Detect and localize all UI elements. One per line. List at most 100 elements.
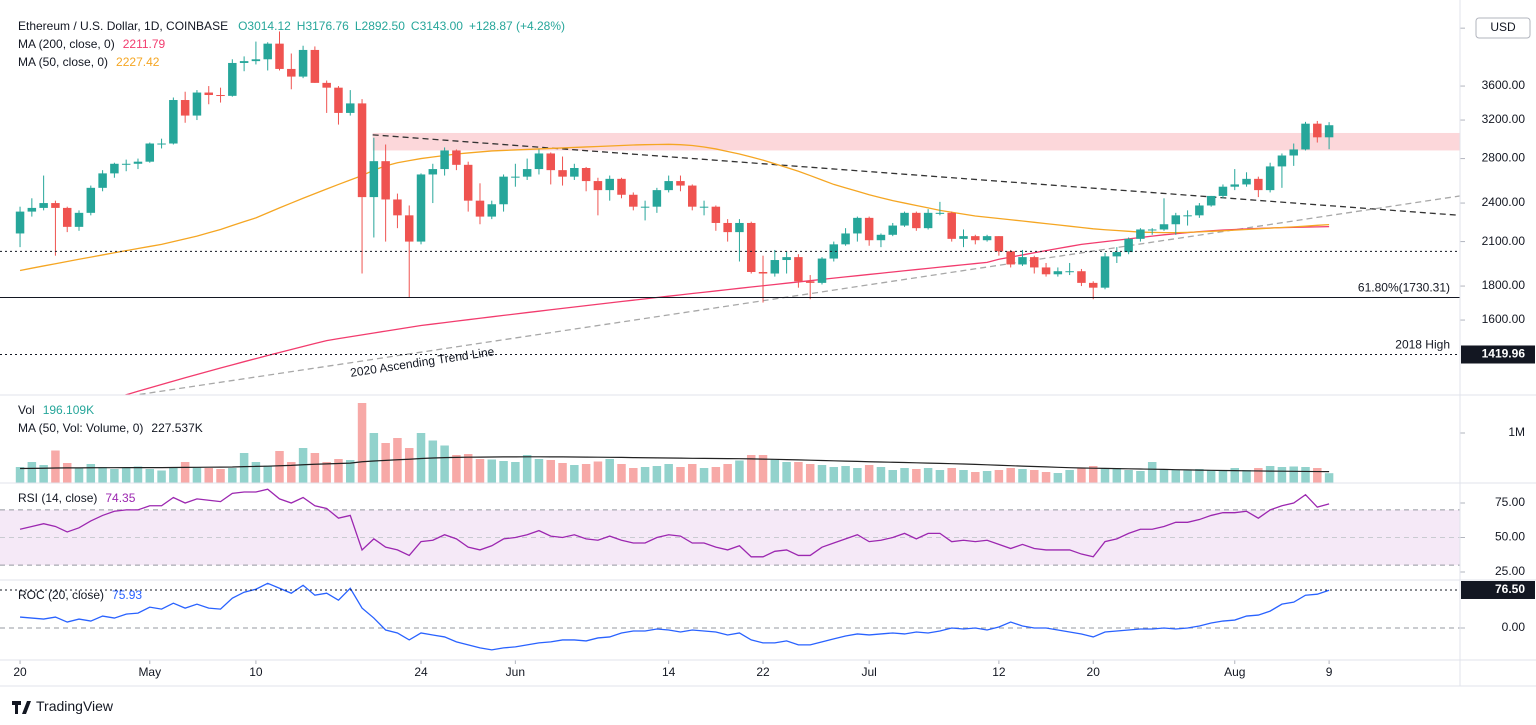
y-tick-label: 0.00 (1502, 620, 1526, 634)
currency-label: USD (1490, 20, 1516, 34)
volume-bar (133, 466, 143, 483)
volume-bar (522, 455, 532, 483)
candle-body (239, 61, 249, 63)
volume-bar (1254, 468, 1263, 483)
candle-body (180, 100, 190, 116)
x-tick-label: May (138, 665, 161, 679)
volume-bar (86, 464, 96, 483)
volume-bar (1006, 468, 1015, 483)
candle-body (770, 260, 780, 274)
legend-value: 74.35 (105, 491, 135, 505)
volume-bar (605, 459, 614, 483)
x-tick-label: 22 (756, 665, 770, 679)
candle-body (912, 212, 921, 229)
candle-body (1183, 215, 1192, 217)
volume-bar (758, 455, 768, 483)
candle-body (251, 59, 261, 62)
volume-bar (676, 467, 685, 483)
volume-bar (1289, 466, 1298, 483)
volume-bar (1171, 470, 1181, 483)
ohlc-value: C3143.00 (411, 19, 463, 33)
x-tick-label: 14 (662, 665, 676, 679)
volume-bar (794, 462, 803, 483)
volume-bar (1124, 470, 1133, 483)
candle-body (381, 161, 390, 200)
candle-body (1313, 123, 1322, 138)
candle-body (1218, 186, 1228, 196)
volume-bar (782, 462, 791, 483)
volume-bar (1242, 470, 1251, 483)
volume-bar (452, 455, 461, 483)
volume-bar (829, 467, 839, 483)
candle-body (487, 204, 497, 217)
candle-body (145, 143, 155, 162)
ohlc-value: L2892.50 (355, 19, 405, 33)
candle-body (758, 271, 768, 274)
legend-value: 2227.42 (116, 55, 160, 69)
volume-bar (287, 462, 296, 483)
candle-body (688, 185, 697, 207)
volume-bar (239, 453, 249, 483)
candle-body (1041, 267, 1051, 275)
volume-bar (1065, 470, 1074, 483)
volume-bar (27, 462, 37, 483)
volume-bar (74, 468, 84, 483)
volume-bar (593, 461, 603, 483)
candle-body (629, 194, 638, 207)
candle-body (74, 212, 84, 227)
marker-badge (1461, 580, 1535, 599)
volume-bar (1206, 470, 1216, 483)
volume-bar (322, 462, 331, 483)
chart-title: Ethereum / U.S. Dollar, 1D, COINBASE (18, 19, 228, 33)
candle-body (169, 100, 178, 144)
volume-bar (310, 453, 320, 483)
candle-body (1006, 251, 1015, 265)
candle-body (581, 168, 591, 182)
candle-body (676, 181, 685, 186)
volume-bar (570, 465, 579, 483)
volume-bar (192, 467, 202, 483)
candle-body (1277, 155, 1287, 167)
volume-bar (487, 459, 497, 483)
volume-bar (640, 467, 650, 483)
volume-bar (664, 464, 673, 483)
volume-bar (110, 469, 119, 483)
candle-body (935, 212, 945, 214)
brand: TradingView (36, 698, 114, 714)
level-label: 2018 High (1395, 338, 1450, 352)
y-tick-label: 25.00 (1495, 564, 1525, 578)
volume-bar (864, 465, 874, 483)
volume-bar (817, 465, 827, 483)
candle-body (1159, 224, 1169, 230)
candle-body (416, 174, 426, 242)
volume-bar (629, 468, 638, 483)
candle-body (593, 181, 603, 191)
y-tick-label: 3200.00 (1482, 112, 1526, 126)
volume-bar (1313, 468, 1322, 483)
volume-bar (440, 445, 449, 483)
x-tick-label: 9 (1326, 665, 1333, 679)
volume-bar (1265, 466, 1275, 483)
candle-body (1077, 271, 1086, 283)
volume-bar (1183, 470, 1192, 483)
volume-bar (511, 462, 520, 483)
candle-body (1088, 282, 1098, 288)
candle-body (805, 281, 815, 283)
x-tick-label: 10 (249, 665, 263, 679)
indicator-line (19, 488, 1330, 558)
volume-bar (334, 459, 343, 483)
volume-bar (534, 459, 544, 483)
volume-bar (735, 460, 744, 483)
volume-bar (15, 467, 25, 483)
candle-body (287, 68, 296, 77)
overlay: 61.80%(1730.31) 2018 High 1419.96 1600.00 18… (0, 17, 1535, 679)
volume-bar (699, 468, 709, 483)
candle-body (711, 206, 721, 223)
legend-name: RSI (14, close) (18, 491, 97, 505)
candle-body (1018, 257, 1027, 265)
candle-body (322, 82, 331, 88)
volume-bar (1100, 468, 1110, 483)
candle-body (121, 163, 131, 165)
